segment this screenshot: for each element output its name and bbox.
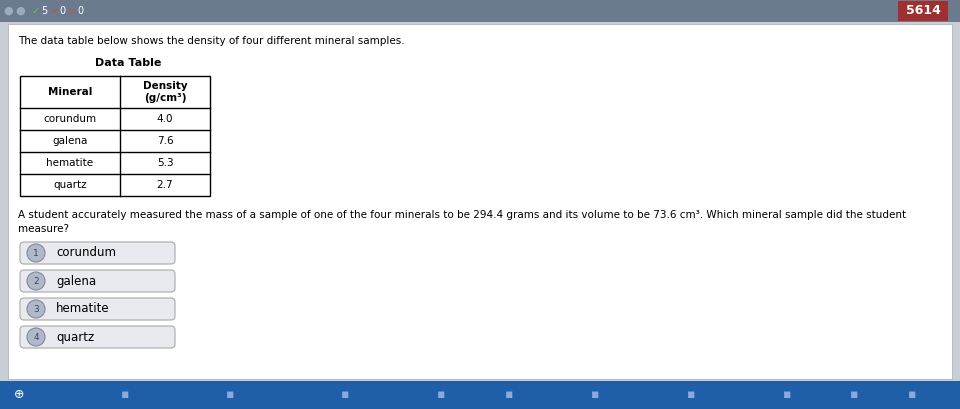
Text: 5614: 5614 — [905, 4, 941, 18]
Text: ▪: ▪ — [687, 389, 695, 402]
Text: A student accurately measured the mass of a sample of one of the four minerals t: A student accurately measured the mass o… — [18, 210, 906, 220]
Text: ●: ● — [3, 6, 12, 16]
Text: 4: 4 — [34, 333, 38, 342]
Text: Mineral: Mineral — [48, 87, 92, 97]
Text: 3: 3 — [34, 304, 38, 314]
Circle shape — [27, 272, 45, 290]
Text: quartz: quartz — [56, 330, 94, 344]
Text: ⊕: ⊕ — [14, 389, 24, 402]
Text: ●: ● — [15, 6, 25, 16]
FancyBboxPatch shape — [8, 24, 952, 379]
Text: ▪: ▪ — [783, 389, 791, 402]
Text: ▪: ▪ — [227, 389, 234, 402]
Text: ▪: ▪ — [505, 389, 513, 402]
Circle shape — [27, 328, 45, 346]
Circle shape — [27, 244, 45, 262]
Text: galena: galena — [52, 136, 87, 146]
Text: ▪: ▪ — [438, 389, 445, 402]
Text: ✕: ✕ — [68, 7, 76, 16]
Text: measure?: measure? — [18, 224, 69, 234]
Text: ▪: ▪ — [851, 389, 858, 402]
Text: ▪: ▪ — [342, 389, 349, 402]
FancyBboxPatch shape — [0, 0, 960, 22]
Text: 4.0: 4.0 — [156, 114, 173, 124]
Text: 7.6: 7.6 — [156, 136, 174, 146]
FancyBboxPatch shape — [20, 298, 175, 320]
Text: hematite: hematite — [46, 158, 93, 168]
FancyBboxPatch shape — [20, 76, 210, 196]
Text: ▪: ▪ — [121, 389, 129, 402]
Text: corundum: corundum — [43, 114, 97, 124]
Text: The data table below shows the density of four different mineral samples.: The data table below shows the density o… — [18, 36, 404, 46]
FancyBboxPatch shape — [20, 270, 175, 292]
Circle shape — [27, 300, 45, 318]
Text: 2.7: 2.7 — [156, 180, 174, 190]
Text: 5.3: 5.3 — [156, 158, 174, 168]
Text: 5: 5 — [41, 6, 47, 16]
Text: 2: 2 — [34, 276, 38, 285]
Text: 0: 0 — [59, 6, 65, 16]
Text: ▪: ▪ — [908, 389, 916, 402]
FancyBboxPatch shape — [20, 326, 175, 348]
FancyBboxPatch shape — [20, 242, 175, 264]
Text: hematite: hematite — [56, 303, 109, 315]
Text: 0: 0 — [77, 6, 84, 16]
FancyBboxPatch shape — [898, 1, 948, 21]
Text: quartz: quartz — [53, 180, 86, 190]
Text: corundum: corundum — [56, 247, 116, 259]
Text: 1: 1 — [34, 249, 38, 258]
Text: galena: galena — [56, 274, 96, 288]
Text: ▪: ▪ — [591, 389, 599, 402]
Text: ✓: ✓ — [32, 6, 40, 16]
FancyBboxPatch shape — [0, 381, 960, 409]
Text: Data Table: Data Table — [95, 58, 161, 68]
Text: ✕: ✕ — [51, 7, 58, 16]
Text: Density
(g/cm³): Density (g/cm³) — [143, 81, 187, 103]
